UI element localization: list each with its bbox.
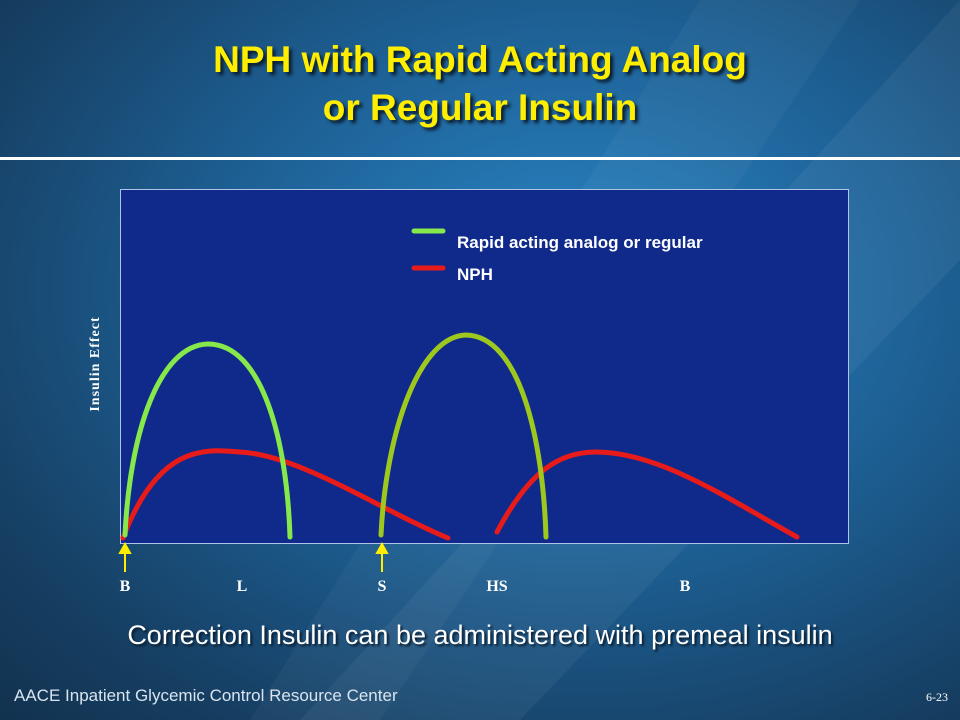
legend-swatches xyxy=(411,228,446,271)
plot-area xyxy=(120,189,849,544)
legend-label-rapid: Rapid acting analog or regular xyxy=(457,233,703,252)
slide-number: 6-23 xyxy=(926,690,948,704)
title-divider xyxy=(0,157,960,160)
x-tick-breakfast-next: B xyxy=(679,578,691,595)
x-tick-bedtime: HS xyxy=(486,578,508,595)
source-label: AACE Inpatient Glycemic Control Resource… xyxy=(14,686,398,705)
rapid-curve-supper xyxy=(378,332,549,540)
title-line-1: NPH with Rapid Acting Analog xyxy=(213,39,747,80)
title-line-2: or Regular Insulin xyxy=(322,87,638,128)
nph-curve-breakfast xyxy=(120,448,451,541)
arrow-supper-head xyxy=(375,541,389,554)
slide-title: NPH with Rapid Acting Analog or Regular … xyxy=(0,36,960,132)
arrow-breakfast-head xyxy=(118,541,132,554)
rapid-curve-breakfast xyxy=(122,341,293,540)
nph-curve-bedtime xyxy=(494,449,800,540)
x-tick-supper: S xyxy=(377,578,387,595)
x-tick-lunch: L xyxy=(236,578,248,595)
correction-insulin-note: Correction Insulin can be administered w… xyxy=(127,620,833,650)
legend-label-nph: NPH xyxy=(457,265,493,284)
x-tick-breakfast: B xyxy=(119,578,131,595)
